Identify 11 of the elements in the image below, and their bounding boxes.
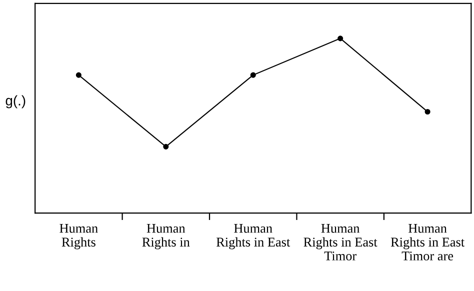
- point: [76, 72, 82, 78]
- x-tick-label: Human Rights in East: [216, 224, 290, 250]
- point: [163, 144, 169, 150]
- point: [250, 72, 256, 78]
- x-tick-label: Human Rights in East Timor are: [390, 224, 464, 260]
- x-tick-label: Human Rights in: [142, 224, 190, 250]
- point: [424, 108, 430, 115]
- point: [338, 36, 344, 42]
- x-tick-label: Human Rights in East Timor: [304, 224, 378, 260]
- y-axis-title: g(.): [6, 95, 26, 108]
- x-tick-label: Human Rights: [60, 224, 98, 250]
